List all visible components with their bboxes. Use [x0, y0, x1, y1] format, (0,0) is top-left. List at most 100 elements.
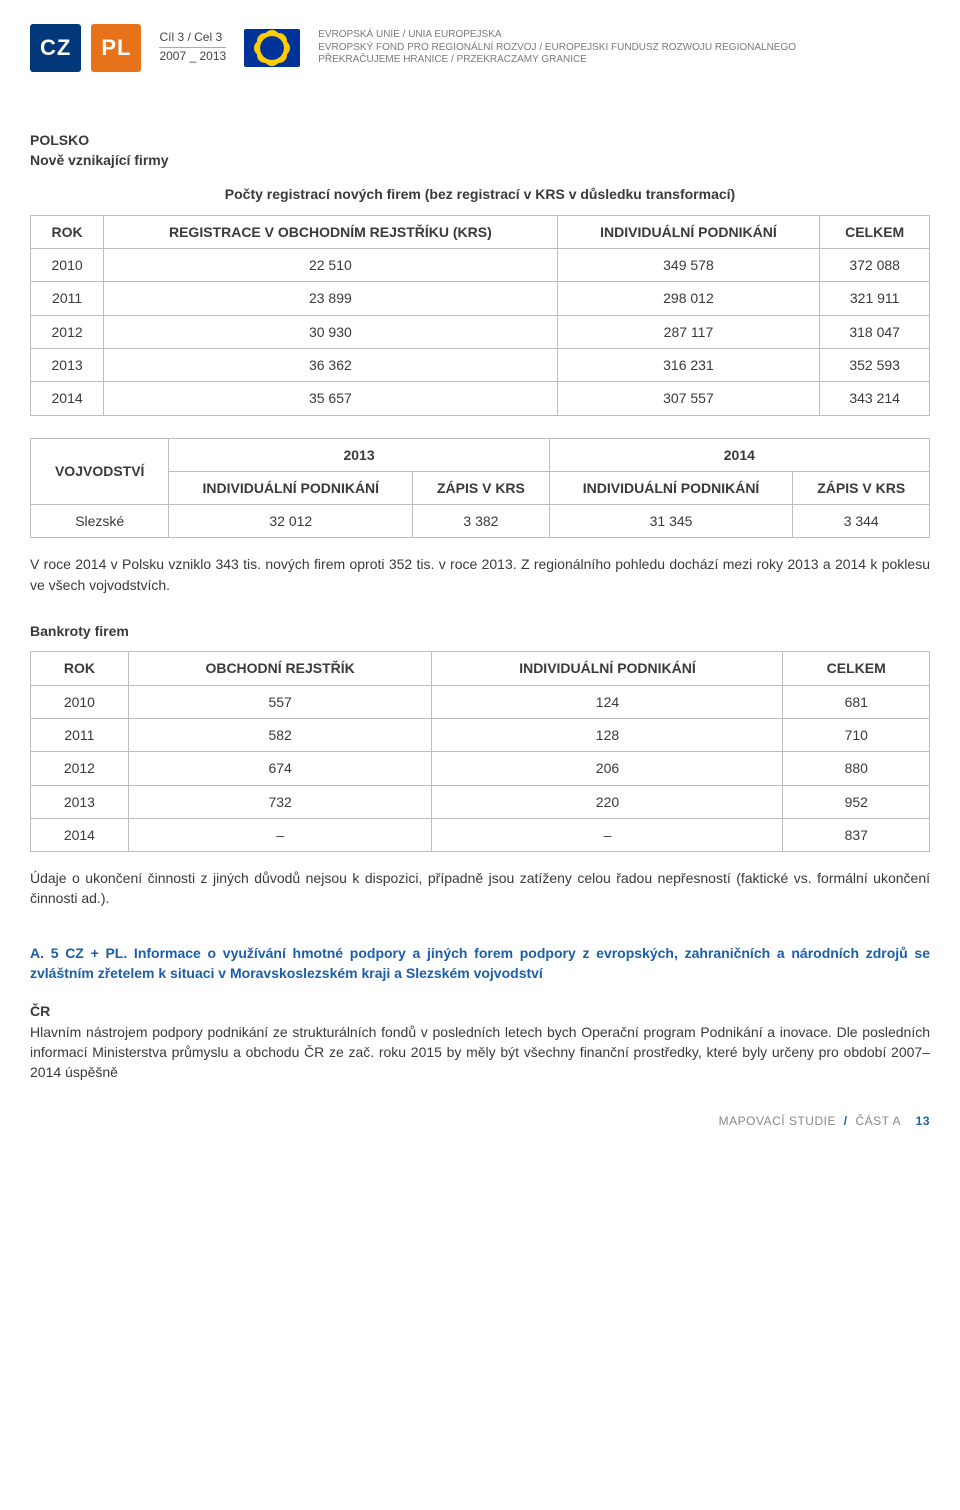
paragraph-3: Hlavním nástrojem podpory podnikání ze s…	[30, 1022, 930, 1083]
cell: 343 214	[820, 382, 930, 415]
table-row: 2010557124681	[31, 685, 930, 718]
bankroty-title: Bankroty firem	[30, 621, 930, 641]
cell: 206	[432, 752, 783, 785]
cell: 3 344	[793, 505, 930, 538]
page-footer: MAPOVACÍ STUDIE / ČÁST A 13	[30, 1113, 930, 1130]
paragraph-2: Údaje o ukončení činnosti z jiných důvod…	[30, 868, 930, 909]
table-row: 2011582128710	[31, 718, 930, 751]
col-2014: 2014	[549, 438, 929, 471]
table-row: Slezské 32 012 3 382 31 345 3 344	[31, 505, 930, 538]
footer-separator: /	[840, 1114, 852, 1128]
cell: 880	[783, 752, 930, 785]
cell: 124	[432, 685, 783, 718]
page-number: 13	[916, 1114, 930, 1128]
cell: 732	[128, 785, 432, 818]
cell: 2013	[31, 785, 129, 818]
cell: 2010	[31, 249, 104, 282]
table-vojvodstvi: VOJVODSTVÍ 2013 2014 INDIVIDUÁLNÍ PODNIK…	[30, 438, 930, 539]
header-banner: CZ PL Cíl 3 / Cel 3 2007 _ 2013 EVROPSKÁ…	[30, 0, 930, 102]
cell: 287 117	[557, 315, 820, 348]
cell: 2011	[31, 282, 104, 315]
eu-line3: PŘEKRAČUJEME HRANICE / PRZEKRACZAMY GRAN…	[318, 54, 796, 67]
cell: 2012	[31, 752, 129, 785]
table-row: 201123 899298 012321 911	[31, 282, 930, 315]
cell: 352 593	[820, 348, 930, 381]
col-rok: ROK	[31, 215, 104, 248]
cell: 372 088	[820, 249, 930, 282]
cell: 349 578	[557, 249, 820, 282]
cell: –	[128, 818, 432, 851]
cell: 316 231	[557, 348, 820, 381]
cil-block: Cíl 3 / Cel 3 2007 _ 2013	[159, 31, 226, 65]
table-registrations: ROK REGISTRACE V OBCHODNÍM REJSTŘÍKU (KR…	[30, 215, 930, 416]
col-zapis: ZÁPIS V KRS	[793, 471, 930, 504]
heading-a5: A. 5 CZ + PL. Informace o využívání hmot…	[30, 943, 930, 984]
cell: 582	[128, 718, 432, 751]
cell: 128	[432, 718, 783, 751]
col-or: OBCHODNÍ REJSTŘÍK	[128, 652, 432, 685]
logo-czpl: CZ PL	[30, 24, 141, 72]
table-row: 201022 510349 578372 088	[31, 249, 930, 282]
col-zapis: ZÁPIS V KRS	[413, 471, 550, 504]
col-celkem: CELKEM	[820, 215, 930, 248]
cell: 307 557	[557, 382, 820, 415]
col-rok: ROK	[31, 652, 129, 685]
cell: 2014	[31, 382, 104, 415]
cell: 837	[783, 818, 930, 851]
cell: 2012	[31, 315, 104, 348]
cell: 2013	[31, 348, 104, 381]
table-row: 201336 362316 231352 593	[31, 348, 930, 381]
cell: 2011	[31, 718, 129, 751]
cell: 710	[783, 718, 930, 751]
cell: –	[432, 818, 783, 851]
col-krs: REGISTRACE V OBCHODNÍM REJSTŘÍKU (KRS)	[104, 215, 557, 248]
cell: Slezské	[31, 505, 169, 538]
cell: 681	[783, 685, 930, 718]
col-2013: 2013	[169, 438, 549, 471]
cell: 30 930	[104, 315, 557, 348]
table-header-row: ROK REGISTRACE V OBCHODNÍM REJSTŘÍKU (KR…	[31, 215, 930, 248]
cell: 557	[128, 685, 432, 718]
table1-caption: Počty registrací nových firem (bez regis…	[30, 184, 930, 204]
paragraph-1: V roce 2014 v Polsku vzniklo 343 tis. no…	[30, 554, 930, 595]
col-celkem: CELKEM	[783, 652, 930, 685]
cr-label: ČR	[30, 1001, 930, 1021]
footer-part: ČÁST A	[855, 1114, 900, 1128]
cell: 220	[432, 785, 783, 818]
country-heading: POLSKO	[30, 130, 930, 150]
cell: 32 012	[169, 505, 413, 538]
table-header-row: ROK OBCHODNÍ REJSTŘÍK INDIVIDUÁLNÍ PODNI…	[31, 652, 930, 685]
cell: 674	[128, 752, 432, 785]
cell: 35 657	[104, 382, 557, 415]
col-ip: INDIVIDUÁLNÍ PODNIKÁNÍ	[169, 471, 413, 504]
cell: 36 362	[104, 348, 557, 381]
col-ip: INDIVIDUÁLNÍ PODNIKÁNÍ	[432, 652, 783, 685]
cell: 22 510	[104, 249, 557, 282]
col-ip: INDIVIDUÁLNÍ PODNIKÁNÍ	[557, 215, 820, 248]
logo-pl: PL	[91, 24, 141, 72]
cell: 952	[783, 785, 930, 818]
table-row: 201435 657307 557343 214	[31, 382, 930, 415]
eu-text-block: EVROPSKÁ UNIE / UNIA EUROPEJSKA EVROPSKÝ…	[318, 29, 796, 67]
col-vojvodstvi: VOJVODSTVÍ	[31, 438, 169, 505]
cell: 23 899	[104, 282, 557, 315]
footer-text: MAPOVACÍ STUDIE	[719, 1114, 836, 1128]
table-row: 201230 930287 117318 047	[31, 315, 930, 348]
logo-cz: CZ	[30, 24, 81, 72]
cell: 321 911	[820, 282, 930, 315]
cell: 31 345	[549, 505, 793, 538]
table-row: 2014––837	[31, 818, 930, 851]
table-row: 2013732220952	[31, 785, 930, 818]
cell: 318 047	[820, 315, 930, 348]
eu-flag-icon	[244, 29, 300, 67]
eu-line1: EVROPSKÁ UNIE / UNIA EUROPEJSKA	[318, 29, 796, 42]
table-row: 2012674206880	[31, 752, 930, 785]
col-ip: INDIVIDUÁLNÍ PODNIKÁNÍ	[549, 471, 793, 504]
cell: 2014	[31, 818, 129, 851]
cell: 298 012	[557, 282, 820, 315]
cell: 3 382	[413, 505, 550, 538]
cell: 2010	[31, 685, 129, 718]
eu-line2: EVROPSKÝ FOND PRO REGIONÁLNÍ ROZVOJ / EU…	[318, 42, 796, 55]
table-bankroty: ROK OBCHODNÍ REJSTŘÍK INDIVIDUÁLNÍ PODNI…	[30, 651, 930, 852]
cil-line1: Cíl 3 / Cel 3	[159, 31, 226, 48]
